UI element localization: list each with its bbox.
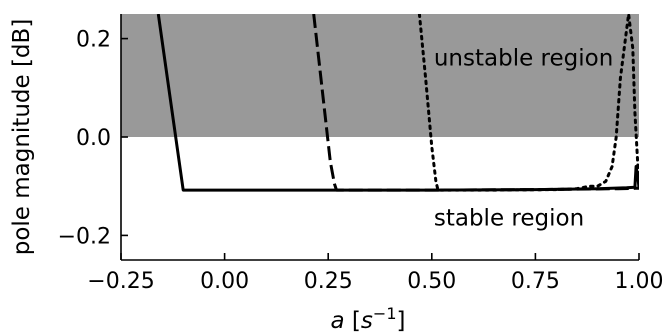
y-tick-label: −0.2	[58, 224, 111, 249]
x-tick-label: 1.00	[615, 269, 664, 294]
y-tick-label: 0.0	[76, 126, 111, 151]
x-tick-label: 0.25	[304, 269, 353, 294]
y-axis-label: pole magnitude [dB]	[9, 19, 35, 256]
y-tick-label: 0.2	[76, 28, 111, 53]
x-tick-label: 0.50	[407, 269, 456, 294]
stable-region-label: stable region	[434, 206, 584, 232]
unstable-region-shade	[121, 14, 639, 137]
unstable-region-label: unstable region	[434, 46, 613, 72]
x-tick-label: −0.25	[87, 269, 154, 294]
series-line-dotted	[417, 14, 639, 192]
x-tick-label: 0.75	[511, 269, 560, 294]
x-tick-label: 0.00	[200, 269, 249, 294]
x-axis-label: a [s−1]	[331, 304, 406, 333]
series-line-dashed	[312, 14, 639, 192]
